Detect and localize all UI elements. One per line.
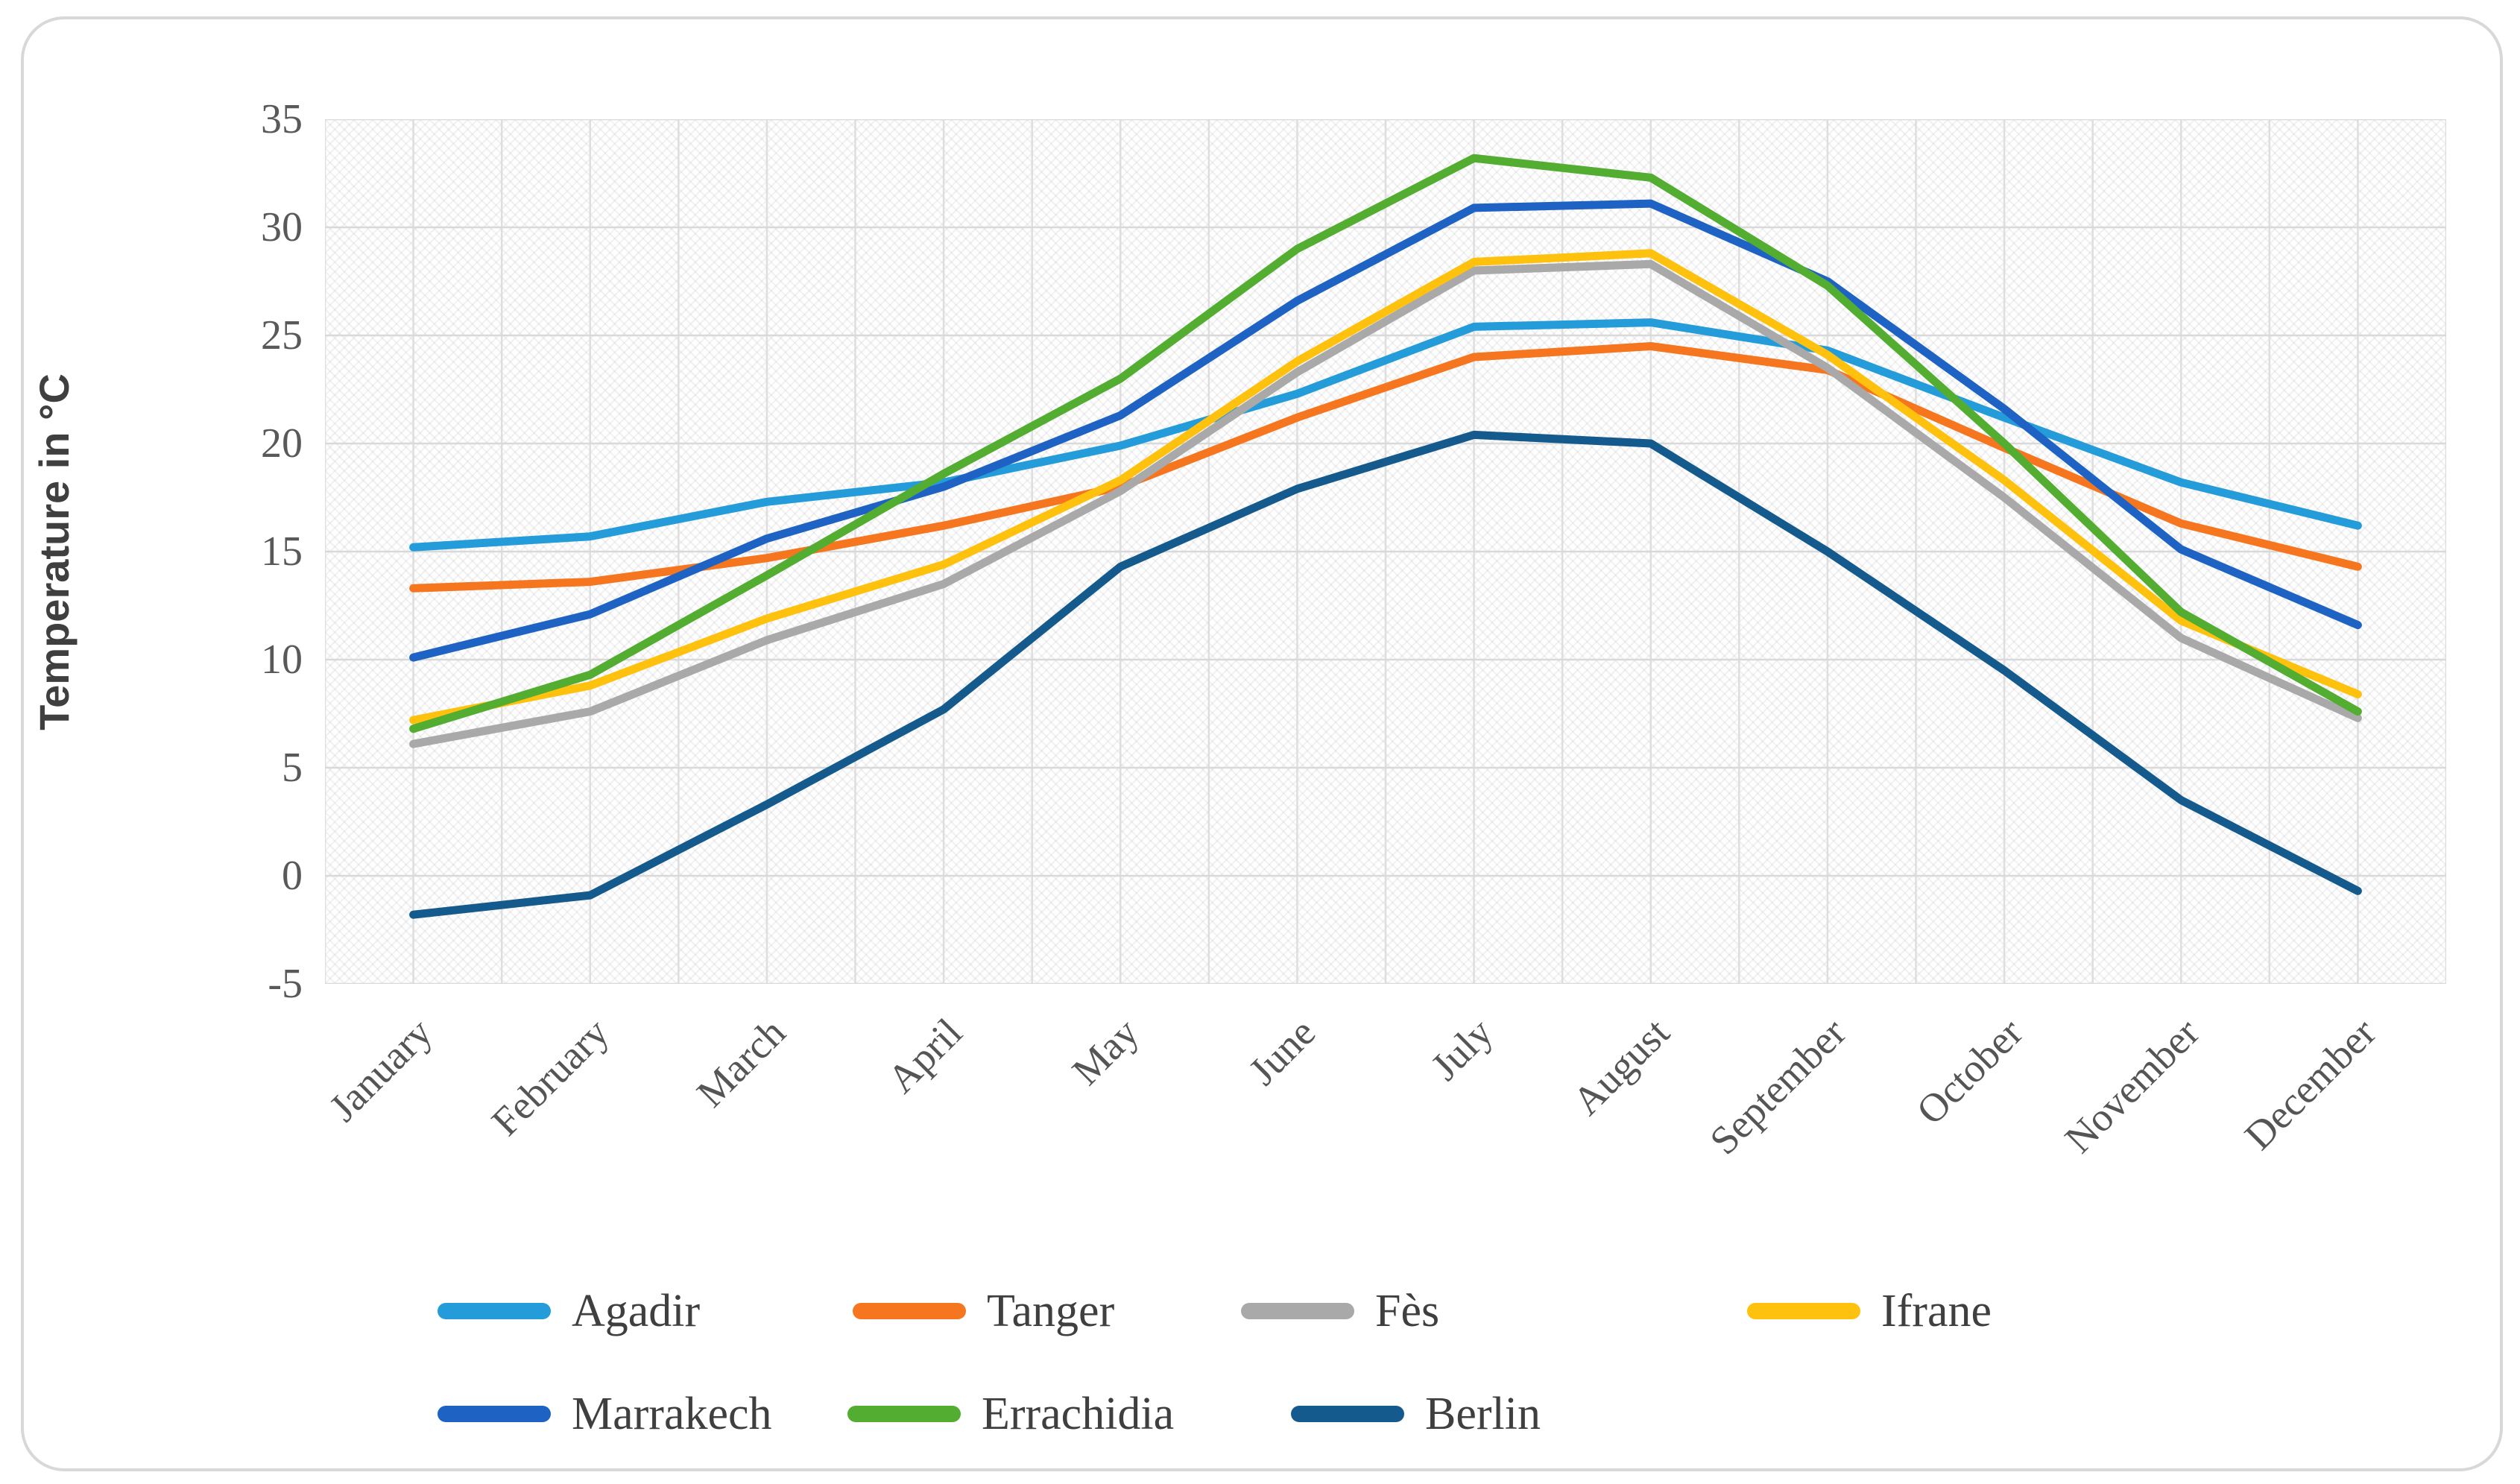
legend-item-errachidia: Errachidia — [847, 1382, 1174, 1446]
x-tick-label-august: August — [1564, 1009, 1678, 1124]
legend-item-berlin: Berlin — [1291, 1382, 1541, 1446]
series-line-berlin — [409, 430, 2362, 919]
y-tick-label: 15 — [261, 528, 303, 575]
x-tick-label-september: September — [1701, 1009, 1855, 1163]
legend-label-fes: Fès — [1375, 1286, 1440, 1336]
series-line-errachidia — [409, 154, 2362, 733]
x-tick-label-march: March — [688, 1009, 795, 1116]
y-tick-label: 20 — [261, 420, 303, 467]
legend-swatch-fes — [1241, 1303, 1354, 1319]
x-tick-label-november: November — [2056, 1009, 2208, 1162]
legend-label-berlin: Berlin — [1425, 1389, 1541, 1439]
y-tick-label: 5 — [282, 745, 303, 791]
x-tick-label-april: April — [879, 1009, 971, 1102]
series-line-fes — [409, 259, 2362, 748]
legend-item-agadir: Agadir — [438, 1279, 700, 1343]
x-tick-label-july: July — [1421, 1009, 1501, 1089]
series-line-marrakech — [409, 199, 2362, 662]
line-chart — [325, 119, 2446, 984]
y-axis-title-text: Temperature in °C — [30, 373, 78, 730]
x-tick-label-june: June — [1240, 1009, 1324, 1094]
legend-swatch-agadir — [438, 1303, 551, 1319]
y-tick-label: 0 — [282, 853, 303, 899]
legend-swatch-tanger — [853, 1303, 966, 1319]
series-line-ifrane — [409, 249, 2362, 724]
legend-item-ifrane: Ifrane — [1747, 1279, 1992, 1343]
x-tick-label-december: December — [2236, 1009, 2385, 1159]
legend-label-tanger: Tanger — [987, 1286, 1115, 1336]
x-tick-label-october: October — [1907, 1009, 2032, 1134]
legend-label-ifrane: Ifrane — [1881, 1286, 1992, 1336]
y-tick-label: -5 — [268, 961, 303, 1007]
legend-item-marrakech: Marrakech — [438, 1382, 772, 1446]
figure-frame: Temperature in °C 35 30 25 20 15 10 5 0 -5 Janua… — [21, 16, 2503, 1471]
legend-label-marrakech: Marrakech — [572, 1389, 772, 1439]
series-line-tanger — [409, 342, 2362, 593]
legend-label-errachidia: Errachidia — [982, 1389, 1175, 1439]
legend-swatch-berlin — [1291, 1406, 1404, 1422]
y-tick-label: 30 — [261, 204, 303, 250]
legend-swatch-ifrane — [1747, 1303, 1860, 1319]
legend-label-agadir: Agadir — [572, 1286, 701, 1336]
x-tick-label-may: May — [1064, 1009, 1148, 1094]
x-tick-label-february: February — [482, 1009, 617, 1145]
legend-swatch-errachidia — [847, 1406, 961, 1422]
y-tick-label: 10 — [261, 637, 303, 683]
y-tick-label: 25 — [261, 312, 303, 359]
legend-item-fes: Fès — [1241, 1279, 1439, 1343]
y-tick-label: 35 — [261, 96, 303, 142]
x-tick-label-january: January — [320, 1009, 440, 1130]
legend-item-tanger: Tanger — [853, 1279, 1114, 1343]
legend-swatch-marrakech — [438, 1406, 551, 1422]
